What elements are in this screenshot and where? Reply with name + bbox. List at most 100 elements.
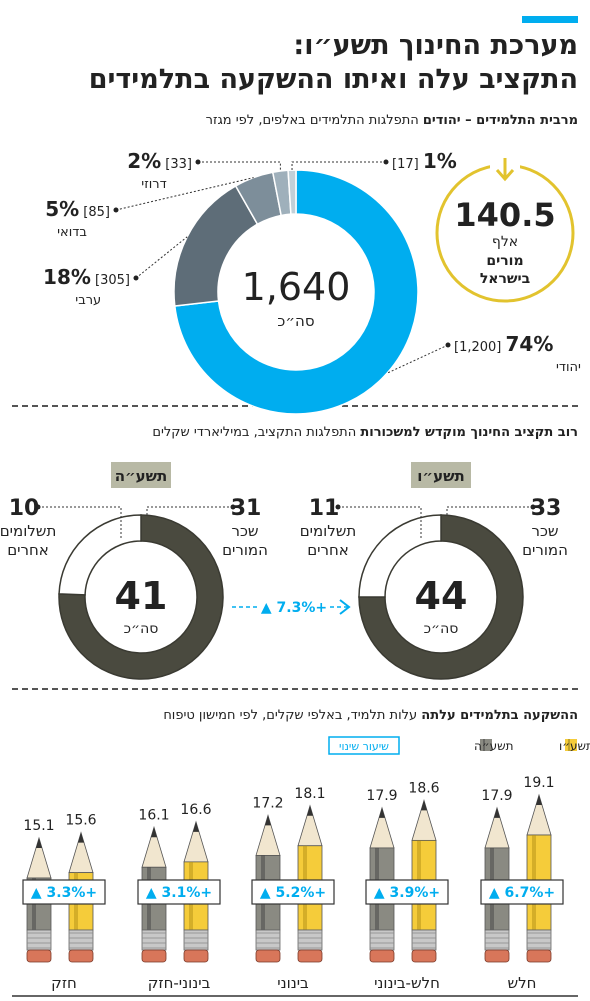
other-leader <box>38 506 122 540</box>
sector-leader-dot <box>445 342 451 348</box>
sector-leader <box>115 177 254 211</box>
sector-leader-dot <box>383 159 389 165</box>
section3-subtitle-rest: עלות תלמיד, באלפי שקלים, לפי חמישון טיפו… <box>163 708 422 723</box>
section3-subtitle-bold: ההשקעה בתלמידים עלתה <box>421 708 578 723</box>
budget-change-label: +7.3% ▲ <box>261 600 327 616</box>
teachers-unit: אלף <box>492 234 518 250</box>
pencil-prev-eraser <box>141 949 167 963</box>
change-value: +3.9% ▲ <box>374 885 440 901</box>
budget-total: 41 <box>115 574 168 618</box>
pencil-curr-eraser <box>68 949 94 963</box>
sector-value-label: [1,200] 74% <box>454 332 553 356</box>
total-pupils-value: 1,640 <box>242 265 351 309</box>
sector-leader-dot <box>195 159 201 165</box>
pencil-curr-lead <box>78 832 84 843</box>
change-value: +6.7% ▲ <box>489 885 555 901</box>
other-slice <box>358 514 442 598</box>
pencil-curr-eraser <box>526 949 552 963</box>
pencil-prev-value: 17.9 <box>481 788 512 804</box>
sector-value-label: [17] 1% <box>392 149 457 173</box>
sector-name: דרוזי <box>141 177 166 192</box>
category-label: חלש <box>508 974 537 992</box>
pencil-curr-value: 16.6 <box>180 802 211 818</box>
sector-count: [305] <box>91 273 130 288</box>
category-label: בינוני-חזק <box>148 974 211 992</box>
change-value: +3.3% ▲ <box>31 885 97 901</box>
sector-value-label: 18% [305] <box>43 265 130 289</box>
year-badge <box>411 462 471 488</box>
sector-name: בדואי <box>57 225 87 240</box>
legend-curr-label: תשע״ו <box>559 739 590 753</box>
legend-prev-swatch <box>480 739 492 751</box>
pencil-curr-lead <box>536 795 542 805</box>
sector-slice <box>287 169 297 215</box>
pencil-curr-value: 18.6 <box>408 780 439 796</box>
salary-leader <box>446 506 533 515</box>
year-badge-label: תשע״ו <box>417 467 464 485</box>
other-value: 11 <box>309 496 340 521</box>
other-leader <box>338 506 422 540</box>
salary-slice <box>58 514 224 680</box>
teachers-value: 140.5 <box>454 196 555 234</box>
salary-label: שכר <box>531 522 558 540</box>
sector-percent: 74% <box>506 332 554 356</box>
pencil-curr-eraser <box>411 949 437 963</box>
page-title-line1: מערכת החינוך תשע״ו: <box>293 30 578 61</box>
salary-label: שכר <box>231 522 258 540</box>
change-box <box>251 879 335 905</box>
other-label: אחרים <box>307 541 349 559</box>
teachers-label-line1: מורים <box>486 253 523 269</box>
change-label-bg <box>258 596 330 618</box>
salary-value: 31 <box>231 496 262 521</box>
sector-name: ערבי <box>75 293 101 308</box>
salary-label: המורים <box>522 541 568 559</box>
sector-leader <box>386 344 449 374</box>
right-arrow-icon <box>339 599 351 615</box>
section1-subtitle-bold: מרבית התלמידים – יהודים <box>422 113 578 128</box>
legend-prev-label: תשע״ה <box>474 739 513 753</box>
sector-count: [85] <box>79 205 110 220</box>
pencil-curr-value: 19.1 <box>523 775 554 791</box>
legend-change-box <box>328 736 400 755</box>
other-value: 10 <box>9 496 40 521</box>
salary-leader <box>146 506 233 515</box>
other-label: אחרים <box>7 541 49 559</box>
change-value: +5.2% ▲ <box>260 885 326 901</box>
sector-leader <box>198 161 281 172</box>
pencil-curr-value: 18.1 <box>294 786 325 802</box>
category-label: בינוני <box>277 974 309 992</box>
other-slice <box>58 514 142 596</box>
change-box <box>22 879 106 905</box>
pencil-prev-eraser <box>255 949 281 963</box>
sector-slice <box>173 169 419 415</box>
section1-subtitle: מרבית התלמידים – יהודים התפלגות התלמידים… <box>206 112 578 130</box>
sector-name: יהודי <box>556 360 581 375</box>
section2-subtitle-rest: התפלגות התקציב, במיליארדי שקלים <box>152 425 361 440</box>
accent-bar <box>522 16 578 23</box>
change-box <box>365 879 449 905</box>
pencil-prev-lead <box>379 807 385 818</box>
pencil-curr-lead <box>193 821 199 832</box>
total-pupils-label: סה״כ <box>277 312 314 330</box>
sector-value-label: 5% [85] <box>45 197 110 221</box>
year-badge <box>111 462 171 488</box>
pencil-curr-eraser <box>297 949 323 963</box>
pencil-prev-value: 17.2 <box>252 795 283 811</box>
sector-percent: 1% <box>423 149 457 173</box>
salary-label: המורים <box>222 541 268 559</box>
change-value: +3.1% ▲ <box>146 885 212 901</box>
pencil-prev-value: 17.9 <box>366 788 397 804</box>
sector-leader <box>291 161 386 171</box>
budget-total: 44 <box>415 574 468 618</box>
legend-curr-swatch <box>565 739 577 751</box>
other-label: תשלומים <box>300 522 357 540</box>
pencil-prev-lead <box>151 827 157 838</box>
change-box <box>137 879 221 905</box>
pencil-prev-eraser <box>26 949 52 963</box>
sector-count: [33] <box>161 157 192 172</box>
budget-total-label: סה״כ <box>424 621 459 637</box>
pencil-curr-value: 15.6 <box>65 813 96 829</box>
pencil-prev-lead <box>36 838 42 848</box>
pencil-curr-eraser <box>183 949 209 963</box>
